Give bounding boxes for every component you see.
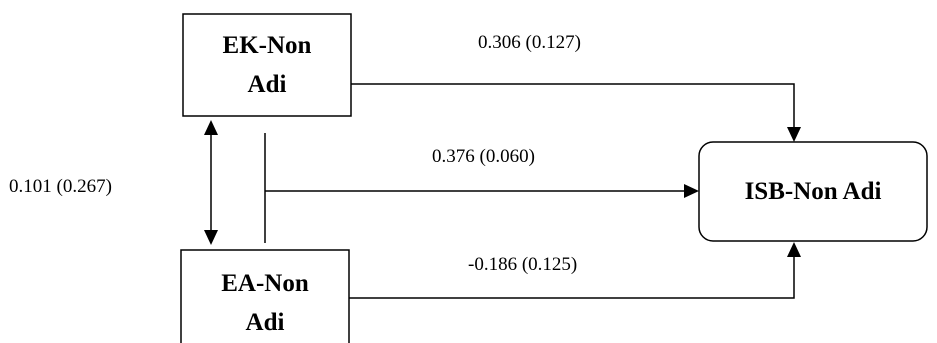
edge-combined-to-isb [264, 133, 699, 243]
arrowhead-right-icon [684, 184, 699, 198]
node-ea-box [180, 249, 350, 343]
edge-ek-to-isb-line [351, 83, 795, 128]
edge-label-ek-to-isb: 0.306 (0.127) [478, 32, 581, 53]
node-isb-box [698, 141, 928, 242]
node-ea-label-line2: Adi [246, 309, 285, 336]
arrowhead-up-icon [787, 242, 801, 257]
node-ek-label-line1: EK-Non [223, 32, 312, 59]
node-isb-label: ISB-Non Adi [745, 178, 882, 205]
node-ea-label-line1: EA-Non [221, 270, 309, 297]
edge-ea-to-isb-line [349, 256, 795, 299]
edge-ea-to-isb [349, 242, 801, 299]
node-ek-box [182, 13, 352, 117]
edge-ek-ea-correlation [204, 120, 218, 245]
arrowhead-down-icon [204, 230, 218, 245]
node-ea-non-adi: EA-Non Adi [180, 249, 350, 343]
arrowhead-up-icon [204, 120, 218, 135]
node-ek-non-adi: EK-Non Adi [182, 13, 352, 117]
edge-ek-to-isb [351, 83, 801, 142]
node-ek-label-line2: Adi [248, 71, 287, 98]
edge-label-ek-ea-correlation: 0.101 (0.267) [9, 176, 112, 197]
arrowhead-down-icon [787, 127, 801, 142]
node-isb-non-adi: ISB-Non Adi [698, 141, 928, 242]
edge-label-combined-to-isb: 0.376 (0.060) [432, 146, 535, 167]
edge-label-ea-to-isb: -0.186 (0.125) [468, 254, 577, 275]
